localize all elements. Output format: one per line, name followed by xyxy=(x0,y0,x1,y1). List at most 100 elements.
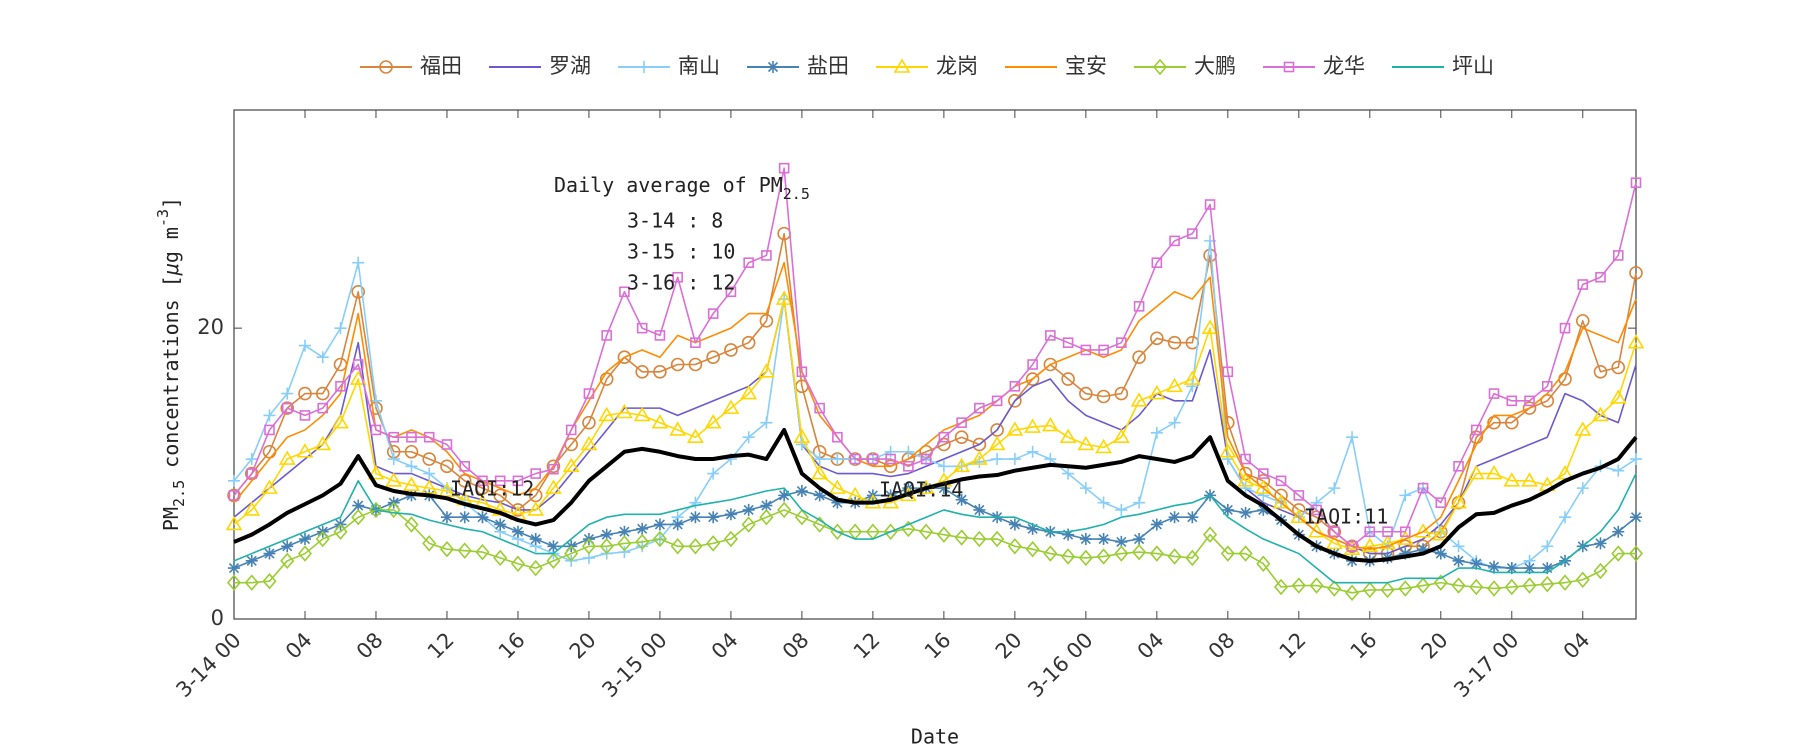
marker xyxy=(1077,435,1095,451)
marker xyxy=(813,489,826,502)
marker xyxy=(1026,522,1039,535)
marker xyxy=(263,409,276,422)
y-axis-label: PM2.5 concentrations [μg m-3] xyxy=(154,197,188,531)
marker xyxy=(385,472,403,487)
marker xyxy=(669,421,687,436)
marker xyxy=(1204,199,1216,210)
x-axis-label: Date xyxy=(911,725,959,749)
marker xyxy=(1006,421,1024,436)
marker xyxy=(1025,540,1040,558)
marker xyxy=(1203,526,1218,543)
marker xyxy=(725,286,737,298)
marker xyxy=(743,257,754,269)
iaqi-label: IAQI:12 xyxy=(450,477,534,501)
marker xyxy=(741,516,756,533)
marker xyxy=(1043,357,1058,372)
marker xyxy=(1577,279,1589,290)
marker xyxy=(298,386,312,401)
marker xyxy=(1451,577,1466,594)
marker xyxy=(262,572,277,590)
plot-area xyxy=(233,109,1637,620)
marker xyxy=(722,399,740,414)
marker xyxy=(1362,581,1377,599)
series-line xyxy=(233,261,1637,550)
marker xyxy=(367,464,385,480)
marker xyxy=(1488,560,1501,573)
marker xyxy=(1293,490,1305,501)
marker xyxy=(796,366,808,378)
marker xyxy=(1559,511,1572,524)
series-group xyxy=(228,162,1642,552)
marker xyxy=(920,453,932,465)
x-tick-label: 08 xyxy=(352,628,388,664)
marker xyxy=(1630,453,1642,466)
x-tick-label: 04 xyxy=(1559,628,1595,664)
marker xyxy=(352,359,364,370)
ylabel-part: -3 xyxy=(154,209,172,227)
marker xyxy=(1239,506,1252,519)
marker xyxy=(1061,548,1076,565)
marker xyxy=(1290,508,1308,523)
marker xyxy=(919,523,934,540)
marker xyxy=(315,530,330,548)
x-tick-label: 08 xyxy=(1204,628,1240,664)
marker xyxy=(1435,497,1447,508)
marker xyxy=(1505,562,1518,575)
marker xyxy=(1167,335,1182,350)
marker xyxy=(972,530,987,548)
marker xyxy=(423,431,435,443)
marker xyxy=(263,547,276,560)
marker xyxy=(793,428,811,444)
marker xyxy=(335,381,346,392)
marker xyxy=(316,351,329,364)
marker xyxy=(742,503,755,516)
x-tick-label: 12 xyxy=(1275,628,1311,664)
marker xyxy=(1522,401,1537,415)
marker xyxy=(278,450,296,465)
marker xyxy=(493,549,508,567)
marker xyxy=(1524,395,1535,407)
marker xyxy=(1346,431,1359,444)
marker xyxy=(1062,337,1074,348)
marker xyxy=(670,357,685,372)
marker xyxy=(1062,528,1075,541)
marker xyxy=(1222,366,1234,378)
legend-label: 盐田 xyxy=(807,54,849,78)
marker xyxy=(1630,511,1642,524)
marker xyxy=(529,533,542,546)
marker xyxy=(1079,386,1093,401)
ylabel-part: concentrations [ xyxy=(159,275,183,480)
series-line xyxy=(233,167,1637,548)
marker xyxy=(1116,337,1127,348)
marker xyxy=(1132,543,1147,561)
series-group xyxy=(233,473,1637,584)
marker xyxy=(1541,562,1554,575)
marker xyxy=(1557,574,1573,591)
marker xyxy=(1470,557,1483,570)
marker xyxy=(778,162,790,174)
marker xyxy=(1488,388,1500,399)
marker xyxy=(1096,548,1111,565)
legend-label: 大鹏 xyxy=(1194,54,1236,78)
marker xyxy=(315,386,330,401)
marker xyxy=(1167,548,1182,565)
marker xyxy=(1257,489,1270,502)
marker xyxy=(582,415,596,430)
marker xyxy=(1115,535,1128,548)
marker xyxy=(654,330,666,341)
marker xyxy=(405,460,418,473)
marker xyxy=(707,308,719,319)
marker xyxy=(243,501,261,516)
x-tick-label: 12 xyxy=(849,628,885,664)
marker xyxy=(281,387,294,400)
marker xyxy=(1169,235,1180,247)
marker xyxy=(1080,344,1092,356)
marker xyxy=(1521,472,1538,487)
marker xyxy=(406,431,417,443)
marker xyxy=(1240,453,1251,465)
marker xyxy=(1272,494,1290,509)
marker xyxy=(228,562,240,575)
marker xyxy=(831,496,844,509)
marker xyxy=(527,501,545,516)
